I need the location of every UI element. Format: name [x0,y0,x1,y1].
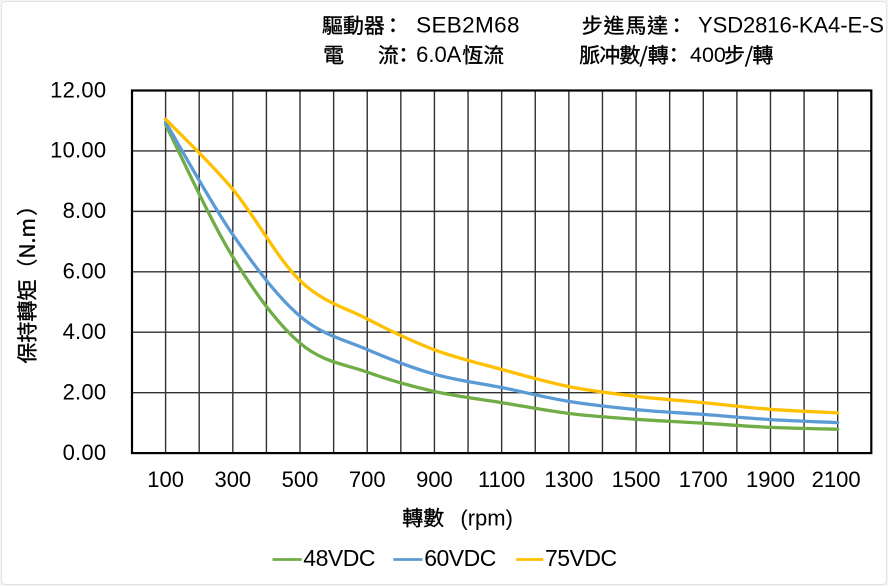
svg-text:12.00: 12.00 [50,77,106,102]
svg-text:(rpm): (rpm) [460,506,513,531]
svg-text:1500: 1500 [612,467,661,492]
svg-text:10.00: 10.00 [50,138,106,163]
svg-text:900: 900 [416,467,453,492]
svg-text:60VDC: 60VDC [424,545,496,571]
svg-text:1100: 1100 [478,467,525,492]
svg-text:400: 400 [690,43,726,67]
svg-text:8.00: 8.00 [63,198,107,223]
svg-text:1700: 1700 [679,467,728,492]
svg-text:300: 300 [214,467,251,492]
svg-text:1300: 1300 [544,467,593,492]
svg-text:4.00: 4.00 [63,319,107,344]
svg-text:YSD2816-KA4-E-S: YSD2816-KA4-E-S [698,13,884,38]
svg-text:6.0A: 6.0A [416,42,462,67]
svg-text:700: 700 [349,467,386,492]
svg-text:6.00: 6.00 [63,259,107,284]
svg-text:100: 100 [147,467,184,492]
svg-text:75VDC: 75VDC [545,545,617,571]
svg-text:2.00: 2.00 [63,379,107,404]
svg-text:2100: 2100 [812,467,861,492]
svg-text:SEB2M68: SEB2M68 [416,13,520,38]
svg-text:48VDC: 48VDC [303,545,375,571]
svg-text:0.00: 0.00 [63,440,107,465]
svg-text:500: 500 [282,467,319,492]
svg-text:1900: 1900 [746,467,795,492]
